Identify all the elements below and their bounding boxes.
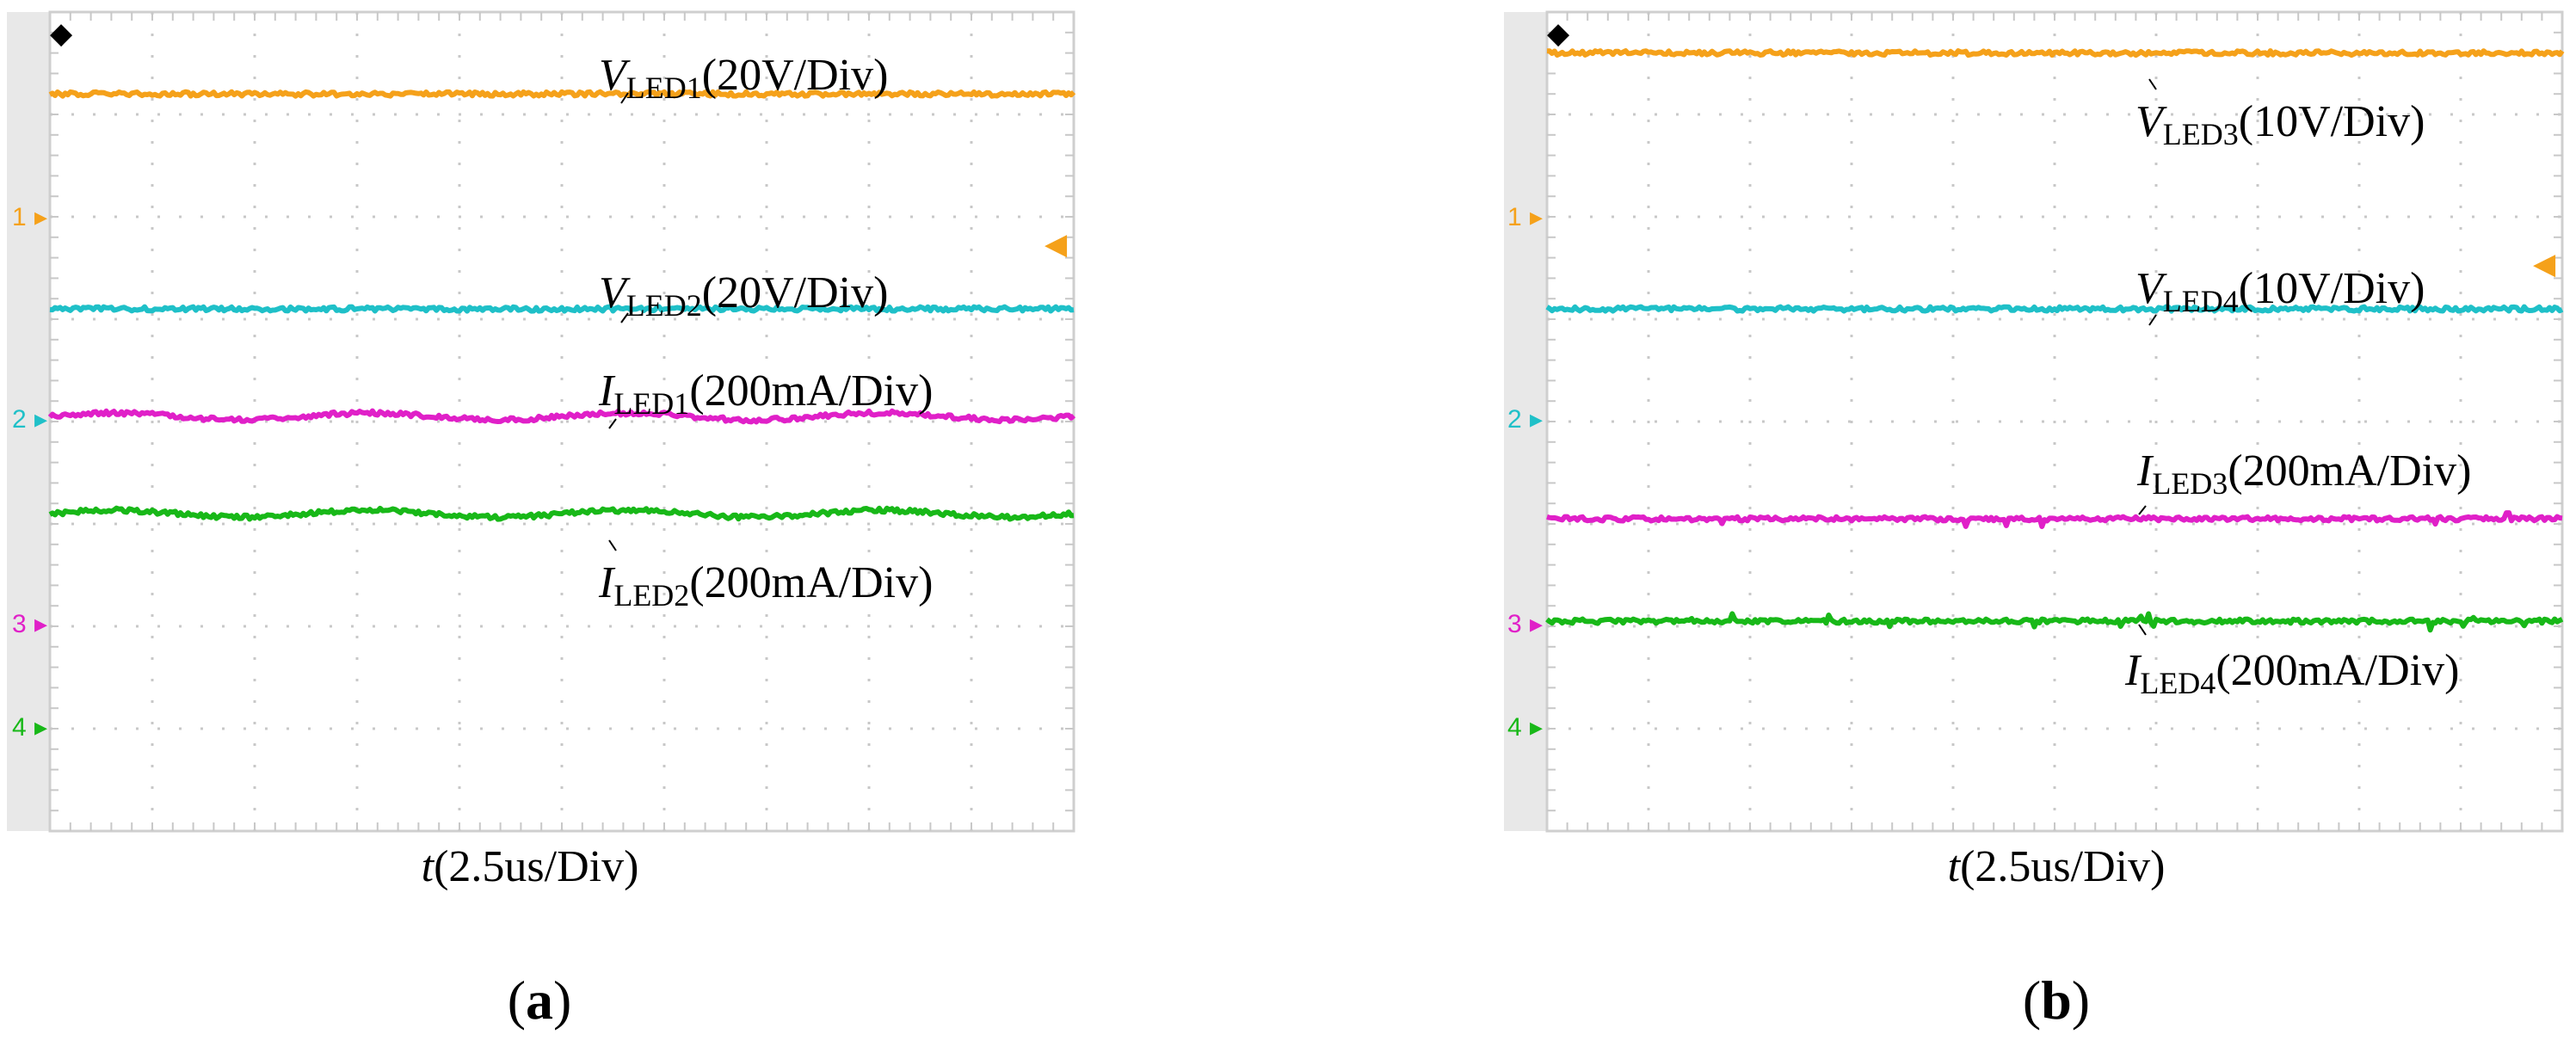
panel-label-b: (b) [2023, 970, 2090, 1031]
trace-iled2 [48, 505, 1075, 522]
channel-3-arrow-icon: ▸ [34, 610, 47, 638]
channel-1-arrow-icon: ▸ [1530, 203, 1543, 231]
channel-2-arrow-icon: ▸ [34, 405, 47, 434]
channel-1-marker: 1 [12, 203, 27, 231]
panel-b: ◆ ◀ 1 ▸ 2 ▸ 3 ▸ 4 ▸ VLED3(10V/Div) VLED4… [1504, 10, 2565, 1031]
channel-marker-strip [1504, 12, 1547, 831]
annotation-i-led4: ILED4(200mA/Div) [2124, 624, 2459, 700]
scope-traces [47, 89, 1076, 522]
trace-iled3 [1546, 510, 2563, 529]
channel-markers: 1 ▸ 2 ▸ 3 ▸ 4 ▸ [1507, 203, 1543, 742]
annotation-i-led1: ILED1(200mA/Div) [598, 366, 933, 429]
scope-traces [1545, 48, 2565, 633]
trace-vled3 [1546, 48, 2565, 58]
x-axis-label: t(2.5us/Div) [1948, 842, 2166, 891]
trace-vled4 [1545, 304, 2564, 314]
channel-2-marker: 2 [1507, 405, 1522, 434]
svg-text:ILED1(200mA/Div): ILED1(200mA/Div) [598, 366, 933, 421]
annotation-v-led1: VLED1(20V/Div) [599, 51, 888, 105]
channel-4-arrow-icon: ▸ [1530, 713, 1543, 742]
panel-a: ◆ ◀ 1 ▸ 2 ▸ 3 ▸ 4 ▸ VLED1(20V/Div) VLED2… [7, 10, 1076, 1031]
channel-1-arrow-icon: ▸ [34, 203, 47, 231]
trace-vled1 [48, 89, 1076, 99]
annotation-v-led3: VLED3(10V/Div) [2135, 78, 2425, 151]
channel-2-marker: 2 [12, 405, 27, 434]
channel-markers: 1 ▸ 2 ▸ 3 ▸ 4 ▸ [12, 203, 47, 742]
x-axis-label: t(2.5us/Div) [422, 842, 639, 891]
channel-3-marker: 3 [1507, 610, 1522, 638]
trigger-level-icon: ◀ [1045, 227, 1068, 262]
annotation-i-led2: ILED2(200mA/Div) [598, 539, 933, 613]
panel-label-a: (a) [508, 970, 572, 1031]
trigger-level-icon: ◀ [2533, 247, 2556, 281]
trace-vled2 [49, 304, 1075, 314]
svg-text:ILED4(200mA/Div): ILED4(200mA/Div) [2124, 646, 2459, 700]
channel-3-marker: 3 [12, 610, 27, 638]
trace-iled1 [47, 408, 1076, 425]
channel-4-marker: 4 [1507, 713, 1522, 742]
svg-text:ILED3(200mA/Div): ILED3(200mA/Div) [2136, 446, 2471, 501]
trigger-position-icon: ◆ [50, 16, 73, 51]
annotation-i-led3: ILED3(200mA/Div) [2136, 446, 2471, 515]
channel-1-marker: 1 [1507, 203, 1522, 231]
svg-text:ILED2(200mA/Div): ILED2(200mA/Div) [598, 558, 933, 613]
trigger-position-icon: ◆ [1547, 16, 1570, 51]
svg-text:VLED4(10V/Div): VLED4(10V/Div) [2135, 264, 2425, 318]
annotation-v-led2: VLED2(20V/Div) [599, 268, 888, 323]
channel-2-arrow-icon: ▸ [1530, 405, 1543, 434]
channel-3-arrow-icon: ▸ [1530, 610, 1543, 638]
trace-iled4 [1545, 611, 2564, 633]
scope-grid [1547, 12, 2562, 831]
svg-text:VLED2(20V/Div): VLED2(20V/Div) [599, 268, 888, 323]
annotation-v-led4: VLED4(10V/Div) [2135, 264, 2425, 326]
channel-4-marker: 4 [12, 713, 27, 742]
channel-marker-strip [7, 12, 50, 831]
svg-text:VLED1(20V/Div): VLED1(20V/Div) [599, 51, 888, 105]
channel-4-arrow-icon: ▸ [34, 713, 47, 742]
svg-text:VLED3(10V/Div): VLED3(10V/Div) [2135, 97, 2425, 151]
